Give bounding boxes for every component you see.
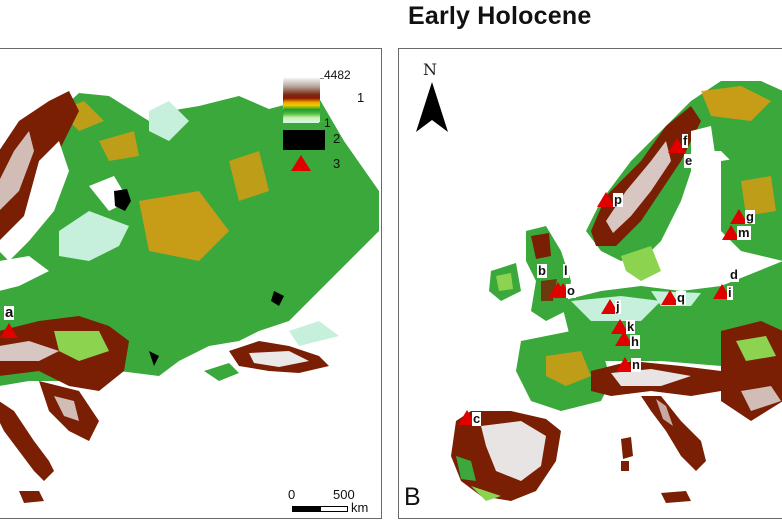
map-panel-a — [0, 48, 382, 519]
north-arrow-label: N — [423, 60, 437, 79]
site-label-l: l — [563, 263, 569, 278]
site-label-k: k — [626, 319, 636, 334]
legend-item-3-label: 3 — [333, 156, 341, 171]
site-marker-f — [668, 138, 686, 153]
north-arrow-icon — [416, 82, 448, 132]
legend-elevation-ramp — [284, 78, 320, 122]
site-marker-a — [0, 323, 18, 338]
site-marker-q — [661, 290, 679, 305]
site-marker-c — [458, 410, 476, 425]
site-label-h: h — [630, 334, 640, 349]
legend-tick-bottom — [320, 121, 324, 122]
site-label-c: c — [472, 411, 482, 426]
map-panel-b — [398, 48, 782, 519]
scale-bar-start: 0 — [288, 487, 296, 502]
scale-bar-black-segment — [292, 506, 320, 512]
site-marker-p — [597, 192, 615, 207]
elevation-map-a — [0, 81, 379, 503]
site-label-o: o — [566, 283, 576, 298]
scale-bar-white-segment — [320, 506, 348, 512]
legend-max-value: 4482 — [324, 68, 351, 82]
site-label-j: j — [615, 299, 621, 314]
legend-item-2-label: 2 — [333, 131, 341, 146]
scale-bar-end: 500 — [333, 487, 355, 502]
site-label-q: q — [676, 290, 686, 305]
legend-tick-top — [320, 78, 324, 79]
site-marker-g — [730, 209, 748, 224]
legend-min-value: 1 — [324, 116, 331, 130]
site-label-g: g — [745, 209, 755, 224]
site-label-a: a — [4, 304, 15, 321]
site-label-n: n — [631, 357, 641, 372]
site-label-b: b — [537, 263, 547, 278]
figure-title: Early Holocene — [408, 2, 592, 30]
legend-item-1-label: 1 — [357, 90, 365, 105]
site-label-f: f — [682, 133, 689, 148]
legend-triangle-icon — [291, 155, 311, 171]
site-label-e: e — [684, 153, 694, 168]
site-label-m: m — [737, 225, 751, 240]
site-marker-m — [722, 225, 740, 240]
site-label-d: d — [729, 267, 739, 282]
site-marker-i — [713, 284, 731, 299]
site-marker-n — [616, 357, 634, 372]
scale-bar-unit: km — [351, 500, 369, 515]
panel-b-letter: B — [404, 483, 421, 511]
site-marker-j — [601, 299, 619, 314]
site-label-i: i — [727, 285, 733, 300]
site-label-p: p — [613, 192, 623, 207]
site-marker-k — [611, 319, 629, 334]
site-marker-h — [615, 331, 633, 346]
legend-black-swatch — [283, 130, 325, 150]
